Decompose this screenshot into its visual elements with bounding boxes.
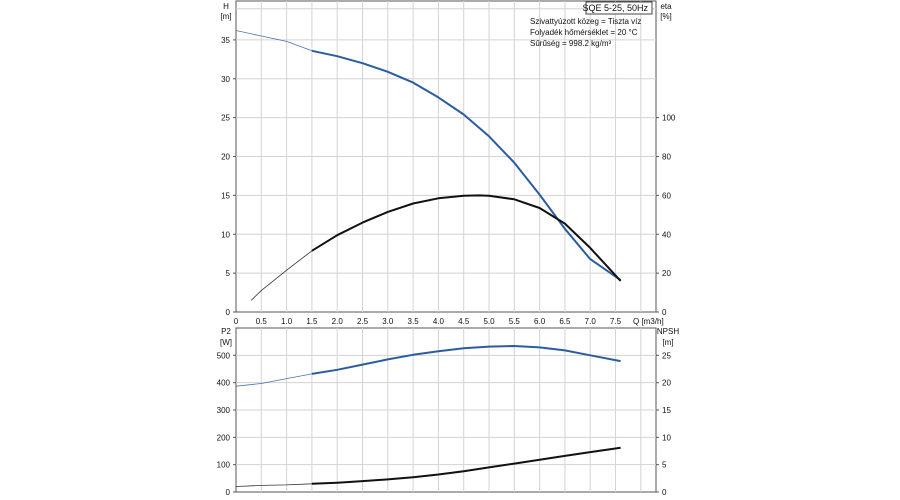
top-right-tick-label: 60 xyxy=(662,191,671,200)
top-left-tick-label: 30 xyxy=(221,75,230,84)
x-tick-label: 6.5 xyxy=(559,317,571,326)
x-tick-label: 5.0 xyxy=(483,317,495,326)
x-tick-label: 3.5 xyxy=(408,317,420,326)
x-tick-label: 1.5 xyxy=(306,317,318,326)
top-left-tick-label: 20 xyxy=(221,153,230,162)
ticks-layer: 0 0.5 1.0 1.5 2.0 2.5 3.0 3.5 4.0 4.5 5.0 5.5 6.0 6.5… xyxy=(217,36,676,497)
bottom-left-tick-label: 100 xyxy=(217,461,231,470)
grid-layer xyxy=(235,0,657,493)
x-tick-label: 4.5 xyxy=(458,317,470,326)
model-title: SQE 5-25, 50Hz xyxy=(582,3,648,13)
bottom-left-tick-label: 400 xyxy=(217,379,231,388)
x-tick-label: 0 xyxy=(234,317,239,326)
top-left-axis-label-2: [m] xyxy=(220,12,231,21)
x-tick-label: 2.0 xyxy=(332,317,344,326)
top-right-axis-label-1: eta xyxy=(660,2,672,11)
top-right-tick-label: 100 xyxy=(662,114,676,123)
info-line-density: Sűrűség = 998.2 kg/m³ xyxy=(530,39,611,48)
bottom-right-axis-label-1: NPSH xyxy=(657,327,679,336)
x-tick-label: 5.5 xyxy=(509,317,521,326)
bottom-curve-1-extension xyxy=(235,373,312,387)
top-left-tick-label: 5 xyxy=(226,269,231,278)
x-axis-label: Q [m3/h] xyxy=(633,317,664,326)
bottom-right-tick-label: 15 xyxy=(662,406,671,415)
top-curve-2-extension xyxy=(250,250,313,301)
bottom-left-axis-label-2: [W] xyxy=(220,338,232,347)
model-title-box xyxy=(585,1,653,15)
bottom-right-tick-label: 5 xyxy=(662,461,667,470)
bottom-right-tick-label: 0 xyxy=(662,488,667,497)
bottom-left-tick-label: 500 xyxy=(217,351,231,360)
top-right-tick-label: 80 xyxy=(662,153,671,162)
top-right-tick-label: 40 xyxy=(662,230,671,239)
top-right-tick-label: 20 xyxy=(662,269,671,278)
top-left-tick-label: 15 xyxy=(221,191,230,200)
bottom-right-axis-label-2: [m] xyxy=(662,338,673,347)
top-curve-2 xyxy=(311,194,622,282)
bottom-curve-1 xyxy=(311,345,621,375)
top-left-tick-label: 10 xyxy=(221,230,230,239)
top-left-axis-label-1: H xyxy=(223,2,229,11)
bottom-curve-2 xyxy=(311,446,621,485)
bottom-right-tick-label: 20 xyxy=(662,379,671,388)
bottom-left-tick-label: 0 xyxy=(226,488,231,497)
info-line-temperature: Folyadék hőmérséklet = 20 °C xyxy=(530,28,638,37)
x-tick-label: 1.0 xyxy=(281,317,293,326)
bottom-right-tick-label: 10 xyxy=(662,433,671,442)
x-tick-label: 6.0 xyxy=(534,317,546,326)
info-line-fluid: Szivattyúzott közeg = Tiszta víz xyxy=(530,17,641,26)
top-left-tick-label: 25 xyxy=(221,114,230,123)
x-tick-label: 4.0 xyxy=(433,317,445,326)
top-right-axis-label-2: [%] xyxy=(660,12,672,21)
x-tick-label: 2.5 xyxy=(357,317,369,326)
curves-layer xyxy=(235,30,622,487)
x-tick-label: 7.5 xyxy=(610,317,622,326)
bottom-right-tick-label: 25 xyxy=(662,351,671,360)
top-left-tick-label: 0 xyxy=(226,308,231,317)
bottom-curve-2-extension xyxy=(235,483,312,487)
x-tick-label: 7.0 xyxy=(585,317,597,326)
top-right-tick-label: 0 xyxy=(662,308,667,317)
bottom-left-tick-label: 200 xyxy=(217,433,231,442)
top-curve-1 xyxy=(311,49,622,281)
bottom-left-tick-label: 300 xyxy=(217,406,231,415)
top-curve-1-extension xyxy=(235,30,313,52)
x-tick-label: 3.0 xyxy=(382,317,394,326)
x-tick-label: 0.5 xyxy=(256,317,268,326)
bottom-left-axis-label-1: P2 xyxy=(221,327,231,336)
top-left-tick-label: 35 xyxy=(221,36,230,45)
